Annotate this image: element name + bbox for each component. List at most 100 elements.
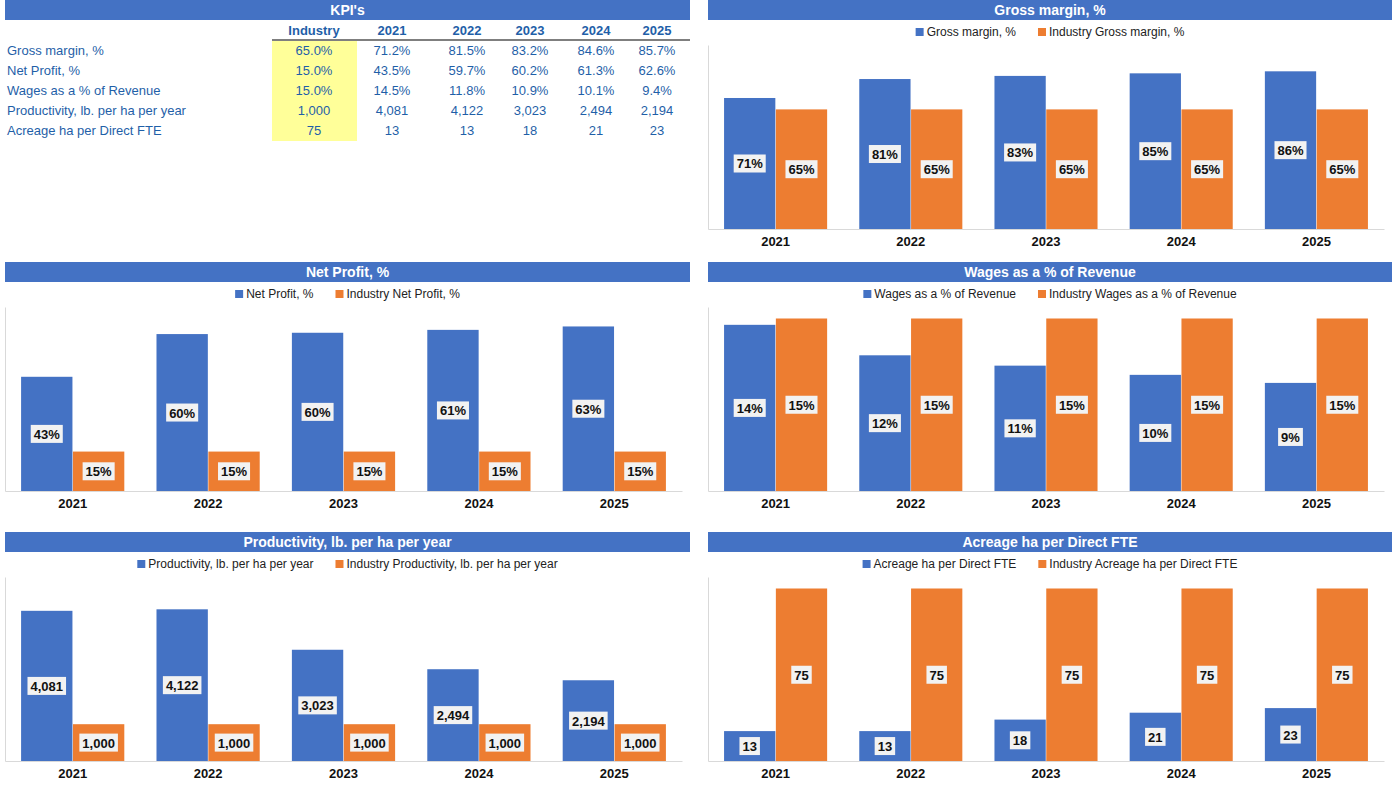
- panel-header: Acreage ha per Direct FTE: [708, 532, 1392, 552]
- bar: [479, 724, 530, 761]
- data-label-text: 15%: [924, 398, 950, 413]
- row-label: Gross margin, %: [7, 43, 104, 58]
- y-axis-line: [5, 308, 6, 492]
- bar: [427, 330, 478, 491]
- kpi-table: Industry20212022202320242025Gross margin…: [7, 23, 690, 141]
- data-label-box: [1332, 666, 1352, 684]
- column-header: 2025: [643, 23, 672, 38]
- data-label-text: 10%: [1142, 426, 1168, 441]
- data-label-box: [869, 414, 901, 432]
- legend-item: Net Profit, %: [235, 287, 314, 301]
- panel-header: Gross margin, %: [708, 0, 1392, 20]
- data-label: 15%: [83, 462, 115, 480]
- bars: [724, 319, 1368, 492]
- data-label-text: 83%: [1007, 145, 1033, 160]
- x-tick: 2023: [1032, 761, 1061, 781]
- data-label-text: 15%: [1059, 398, 1085, 413]
- x-tick: 2024: [464, 491, 494, 511]
- bar: [1317, 589, 1368, 762]
- table-cell: 81.5%: [449, 43, 486, 58]
- chart: Acreage ha per Direct FTEIndustry Acreag…: [709, 557, 1385, 781]
- data-label: 2,494: [434, 706, 473, 724]
- data-label: 75: [791, 666, 811, 684]
- bar: [994, 366, 1045, 491]
- bar: [615, 724, 666, 761]
- data-label-box: [215, 734, 254, 752]
- bar: [1265, 708, 1316, 761]
- bar: [1046, 109, 1097, 229]
- bar: [776, 109, 827, 229]
- data-label-box: [166, 404, 198, 422]
- data-label: 18: [1010, 731, 1030, 749]
- x-tick-label: 2022: [896, 766, 925, 781]
- x-tick: 2023: [329, 491, 358, 511]
- table-cell: 10.1%: [578, 83, 615, 98]
- bar: [615, 452, 666, 491]
- legend-swatch: [137, 560, 145, 568]
- x-tick: 2024: [464, 761, 494, 781]
- data-label: 65%: [1326, 160, 1358, 178]
- data-label: 15%: [1191, 396, 1223, 414]
- x-tick-label: 2025: [1302, 234, 1331, 249]
- x-tick-label: 2022: [194, 496, 223, 511]
- data-label-text: 13: [742, 739, 756, 754]
- x-tick-label: 2024: [1167, 496, 1197, 511]
- legend-swatch: [235, 290, 243, 298]
- data-label-box: [1197, 666, 1217, 684]
- data-label-box: [27, 677, 66, 695]
- data-label-text: 15%: [221, 464, 247, 479]
- table-cell: 2,494: [580, 103, 613, 118]
- data-label: 13: [875, 737, 895, 755]
- legend-item: Industry Wages as a % of Revenue: [1038, 287, 1237, 301]
- table-cell: 59.7%: [449, 63, 486, 78]
- legend-swatch: [1038, 560, 1046, 568]
- table-cell: 85.7%: [639, 43, 676, 58]
- x-tick-label: 2025: [1302, 496, 1331, 511]
- data-labels: 14%12%11%10%9%15%15%15%15%15%: [734, 396, 1359, 446]
- data-label: 60%: [302, 403, 334, 421]
- data-label: 71%: [734, 154, 766, 172]
- legend: Gross margin, %Industry Gross margin, %: [916, 25, 1185, 39]
- data-labels: 43%60%60%61%63%15%15%15%15%15%: [31, 400, 657, 481]
- table-cell: 75: [307, 123, 321, 138]
- data-label: 4,122: [163, 676, 202, 694]
- x-tick-label: 2025: [600, 496, 629, 511]
- data-label: 1,000: [486, 734, 525, 752]
- data-label-text: 75: [1065, 668, 1079, 683]
- data-label-text: 43%: [34, 427, 60, 442]
- legend-swatch: [1038, 28, 1046, 36]
- data-label: 15%: [921, 396, 953, 414]
- data-label-text: 15%: [356, 464, 382, 479]
- bar: [563, 326, 614, 491]
- data-label-text: 18: [1013, 733, 1027, 748]
- y-axis: [708, 578, 709, 762]
- data-label: 3,023: [298, 696, 337, 714]
- data-label-box: [1004, 143, 1036, 161]
- legend: Acreage ha per Direct FTEIndustry Acreag…: [863, 557, 1238, 571]
- data-label-text: 23: [1283, 728, 1297, 743]
- y-axis: [5, 578, 6, 762]
- data-label-text: 81%: [872, 147, 898, 162]
- x-tick-label: 2022: [194, 766, 223, 781]
- data-label: 12%: [869, 414, 901, 432]
- data-label-box: [1056, 160, 1088, 178]
- data-label-text: 9%: [1281, 430, 1300, 445]
- bar: [994, 720, 1045, 761]
- column-header: 2024: [582, 23, 612, 38]
- table-cell: 21: [589, 123, 603, 138]
- data-label: 60%: [166, 404, 198, 422]
- data-label: 1,000: [79, 734, 118, 752]
- data-label-text: 65%: [788, 162, 814, 177]
- column-header: 2022: [453, 23, 482, 38]
- y-axis: [708, 308, 709, 492]
- bar: [73, 724, 124, 761]
- data-label: 75: [926, 666, 946, 684]
- data-label-box: [489, 462, 521, 480]
- legend-item: Industry Acreage ha per Direct FTE: [1038, 557, 1237, 571]
- table-cell: 65.0%: [296, 43, 333, 58]
- data-label-box: [1274, 141, 1306, 159]
- data-label-box: [921, 396, 953, 414]
- x-tick: 2025: [1302, 229, 1331, 249]
- data-label-box: [302, 403, 334, 421]
- bar: [724, 98, 775, 229]
